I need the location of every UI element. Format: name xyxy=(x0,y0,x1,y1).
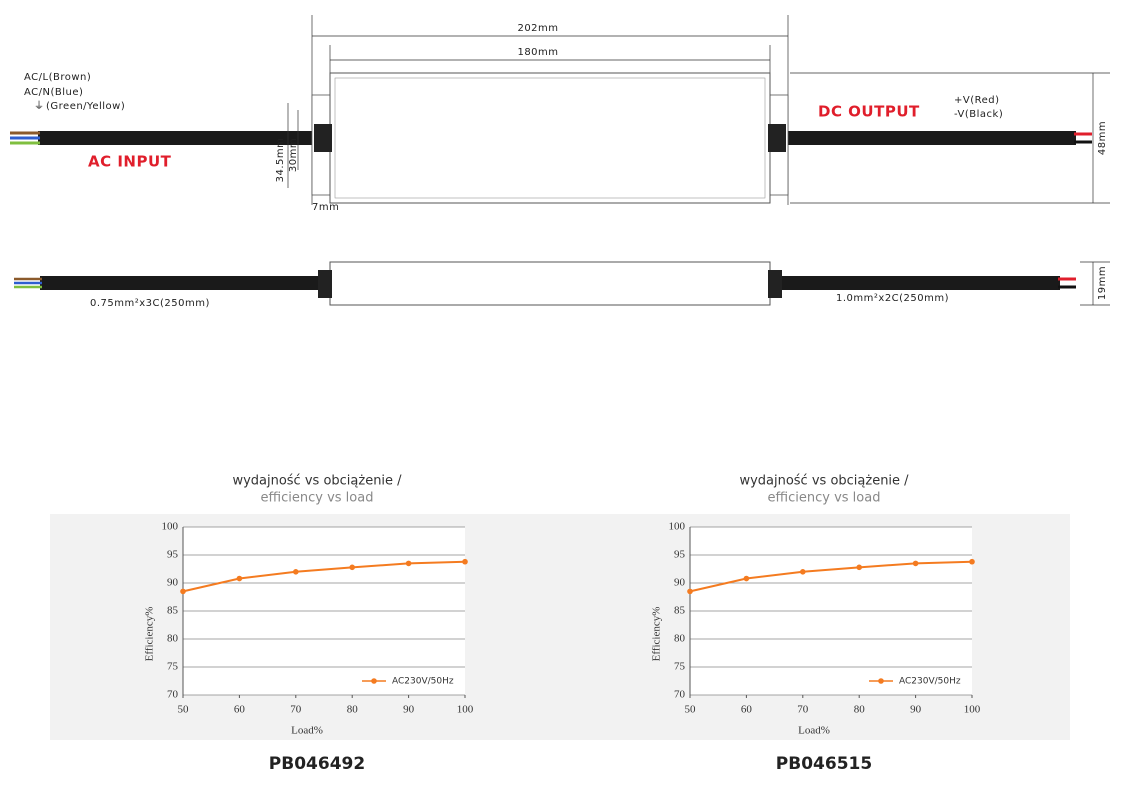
x-axis-label: Load% xyxy=(798,725,830,737)
y-tick-label: 75 xyxy=(167,661,179,673)
chart-subtitle: efficiency vs load xyxy=(768,491,881,506)
x-tick-label: 80 xyxy=(347,704,359,716)
dim-label: 202mm xyxy=(517,23,558,34)
point xyxy=(687,588,693,595)
y-tick-label: 100 xyxy=(162,521,179,533)
point xyxy=(800,569,806,575)
y-tick-label: 95 xyxy=(167,549,179,561)
y-tick-label: 80 xyxy=(674,633,686,645)
chart-title: wydajność vs obciążenie / xyxy=(232,474,402,489)
gland xyxy=(768,124,786,152)
gland xyxy=(314,124,332,152)
legend-label: AC230V/50Hz xyxy=(392,677,454,687)
point xyxy=(405,560,412,567)
dim-label: 180mm xyxy=(517,47,558,58)
dim-label: 19mm xyxy=(1097,266,1108,300)
x-tick-label: 100 xyxy=(457,704,474,716)
product-code: PB046492 xyxy=(269,754,365,774)
point xyxy=(180,588,186,595)
case-side xyxy=(329,261,771,306)
y-tick-label: 90 xyxy=(167,577,179,589)
cable xyxy=(40,276,322,290)
dim-label: 7mm xyxy=(312,202,339,213)
x-tick-label: 50 xyxy=(685,704,697,716)
y-axis-label: Efficiency% xyxy=(651,607,663,662)
point xyxy=(743,575,750,582)
legend-marker xyxy=(371,678,377,684)
y-axis-label: Efficiency% xyxy=(144,607,156,662)
gland xyxy=(318,270,332,298)
x-tick-label: 100 xyxy=(964,704,981,716)
y-tick-label: 75 xyxy=(674,661,686,673)
wire-label: -V(Black) xyxy=(954,109,1003,120)
series-line xyxy=(182,560,466,593)
point xyxy=(856,564,862,571)
cable xyxy=(786,131,1076,145)
cable-label: 0.75mm²x3C(250mm) xyxy=(90,298,210,309)
x-tick-label: 60 xyxy=(234,704,246,716)
x-tick-label: 70 xyxy=(290,704,302,716)
case-inner xyxy=(334,77,766,199)
gland xyxy=(768,270,782,298)
dim-label: 48mm xyxy=(1097,121,1108,155)
product-code: PB046515 xyxy=(776,754,872,774)
wire-label: AC/L(Brown) xyxy=(24,72,91,83)
wire-label: (Green/Yellow) xyxy=(46,101,125,112)
y-tick-label: 85 xyxy=(167,605,179,617)
dim-label: 34.5mm xyxy=(275,138,286,183)
y-tick-label: 95 xyxy=(674,549,686,561)
y-tick-label: 70 xyxy=(674,689,686,701)
dim-label: 30mm xyxy=(288,138,299,172)
x-tick-label: 90 xyxy=(910,704,922,716)
legend-label: AC230V/50Hz xyxy=(899,677,961,687)
x-tick-label: 80 xyxy=(854,704,866,716)
technical-drawing: 202mm 180mm AC/L(Brown) AC/N(Blue) (Gree… xyxy=(10,15,1110,309)
x-tick-label: 90 xyxy=(403,704,415,716)
y-tick-label: 80 xyxy=(167,633,179,645)
point xyxy=(969,558,975,565)
point xyxy=(462,558,468,565)
y-tick-label: 70 xyxy=(167,689,179,701)
output-label: DC OUTPUT xyxy=(818,103,920,121)
y-tick-label: 90 xyxy=(674,577,686,589)
wire-label: +V(Red) xyxy=(954,95,1000,106)
point xyxy=(236,575,243,582)
cable-label: 1.0mm²x2C(250mm) xyxy=(836,293,949,304)
point xyxy=(349,564,356,571)
x-tick-label: 70 xyxy=(797,704,809,716)
series-line xyxy=(689,560,973,593)
wire-label: AC/N(Blue) xyxy=(24,87,83,98)
cable xyxy=(38,131,314,145)
point xyxy=(293,569,299,575)
case xyxy=(329,72,771,204)
input-label: AC INPUT xyxy=(88,153,172,171)
cable xyxy=(770,276,1060,290)
y-tick-label: 85 xyxy=(674,605,686,617)
chart-title: wydajność vs obciążenie / xyxy=(739,474,909,489)
legend-marker xyxy=(878,678,884,684)
x-tick-label: 60 xyxy=(741,704,753,716)
ground-icon: ⏚ xyxy=(34,100,45,112)
x-axis-label: Load% xyxy=(291,725,323,737)
point xyxy=(912,560,919,567)
x-tick-label: 50 xyxy=(178,704,190,716)
chart-subtitle: efficiency vs load xyxy=(261,491,374,506)
y-tick-label: 100 xyxy=(669,521,686,533)
